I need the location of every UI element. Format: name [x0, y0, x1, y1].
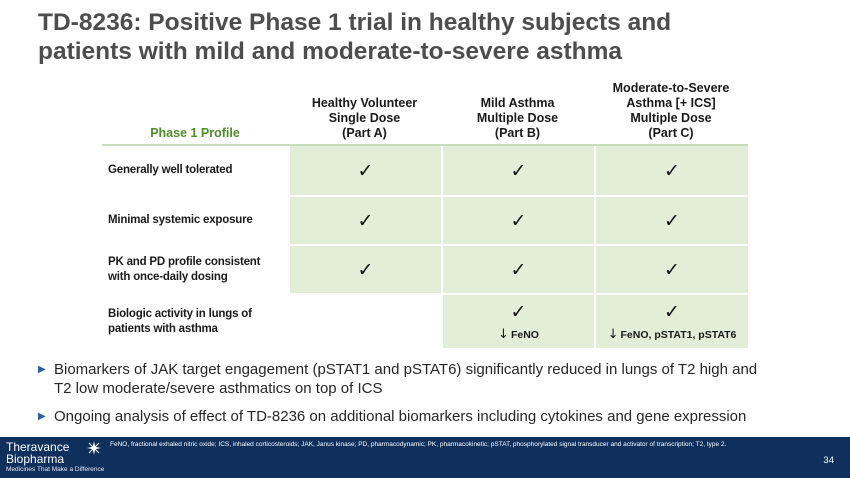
row-label-text: with once-daily dosing [108, 270, 228, 283]
bullet-text: Ongoing analysis of effect of TD-8236 on… [54, 407, 746, 426]
cell-part-b: ✓ [441, 197, 594, 244]
row-label-text: patients with asthma [108, 323, 218, 335]
checkmark-icon: ✓ [510, 209, 527, 232]
header-text: Asthma [+ ICS] [626, 96, 716, 110]
cell-part-c: ✓ [594, 197, 748, 244]
page-number: 34 [823, 455, 834, 466]
slide-title: TD-8236: Positive Phase 1 trial in healt… [38, 8, 828, 66]
table-row: Generally well tolerated ✓ ✓ ✓ [102, 146, 748, 195]
title-line-2: patients with mild and moderate-to-sever… [38, 38, 623, 65]
bullet-line: T2 low moderate/severe asthmatics on top… [54, 380, 383, 397]
header-text: Single Dose [328, 111, 401, 125]
checkmark-icon: ✓ [664, 159, 680, 182]
checkmark-icon: ✓ [664, 258, 680, 281]
cell-part-c: ✓ [594, 146, 748, 195]
abbreviations-footnote: FeNO, fractional exhaled nitric oxide; I… [110, 441, 727, 448]
cell-part-b: ✓ ↓ FeNO [441, 295, 594, 348]
phase1-table: Phase 1 Profile Healthy Volunteer Single… [102, 78, 748, 348]
down-arrow-icon: ↓ [607, 326, 619, 342]
header-text: Multiple Dose [630, 111, 712, 125]
header-part-a: Healthy Volunteer Single Dose (Part A) [288, 78, 441, 144]
cell-part-a-empty [288, 295, 441, 348]
bullet-item: ▶ Biomarkers of JAK target engagement (p… [38, 360, 828, 398]
logo-tagline: Medicines That Make a Difference [6, 466, 105, 473]
header-text: Mild Asthma [480, 96, 555, 110]
note-text: FeNO [510, 328, 539, 341]
bullet-text: Biomarkers of JAK target engagement (pST… [54, 360, 757, 398]
cell-part-a: ✓ [288, 146, 441, 195]
bullet-line: Ongoing analysis of effect of TD-8236 on… [54, 408, 747, 425]
title-line-1: TD-8236: Positive Phase 1 trial in healt… [38, 9, 672, 36]
footer-bar: Theravance Biopharma Medicines That Make… [0, 437, 850, 478]
note-text: FeNO, pSTAT1, pSTAT6 [620, 328, 737, 341]
cell-part-a: ✓ [288, 246, 441, 293]
down-arrow-icon: ↓ [498, 326, 509, 342]
table-row: Minimal systemic exposure ✓ ✓ ✓ [102, 195, 748, 244]
row-label: Minimal systemic exposure [102, 197, 288, 244]
table-row: Biologic activity in lungs of patients w… [102, 293, 748, 348]
header-text: (Part B) [494, 126, 541, 140]
cell-part-a: ✓ [288, 197, 441, 244]
row-label: PK and PD profile consistent with once-d… [102, 246, 288, 293]
cell-part-b: ✓ [441, 246, 594, 293]
header-phase1-profile: Phase 1 Profile [150, 126, 240, 140]
checkmark-icon: ✓ [664, 300, 680, 323]
bullet-line: Biomarkers of JAK target engagement (pST… [54, 361, 758, 378]
cell-part-c: ✓ ↓ FeNO, pSTAT1, pSTAT6 [594, 295, 748, 348]
table-header: Phase 1 Profile Healthy Volunteer Single… [102, 78, 748, 146]
checkmark-icon: ✓ [510, 258, 527, 281]
checkmark-icon: ✓ [357, 209, 374, 232]
header-text: (Part A) [342, 126, 387, 140]
header-text: (Part C) [648, 126, 694, 140]
header-text: Healthy Volunteer [311, 96, 418, 110]
triangle-bullet-icon: ▶ [38, 411, 46, 422]
theravance-star-logo-icon [87, 441, 101, 455]
table-row: PK and PD profile consistent with once-d… [102, 244, 748, 293]
checkmark-icon: ✓ [510, 300, 527, 323]
header-part-c: Moderate-to-Severe Asthma [+ ICS] Multip… [594, 78, 748, 144]
checkmark-icon: ✓ [357, 258, 374, 281]
header-text: Multiple Dose [476, 111, 559, 125]
header-text: Moderate-to-Severe [612, 81, 730, 95]
logo-text-line-1: Theravance [6, 440, 70, 454]
bullet-item: ▶ Ongoing analysis of effect of TD-8236 … [38, 407, 828, 426]
row-label: Generally well tolerated [102, 146, 288, 195]
checkmark-icon: ✓ [664, 209, 680, 232]
row-label: Biologic activity in lungs of patients w… [102, 295, 288, 348]
header-part-b: Mild Asthma Multiple Dose (Part B) [441, 78, 594, 144]
biomarker-note: ↓ FeNO [498, 326, 539, 342]
bullet-list: ▶ Biomarkers of JAK target engagement (p… [38, 360, 828, 435]
row-label-text: Biologic activity in lungs of [108, 308, 252, 320]
cell-part-b: ✓ [441, 146, 594, 195]
row-label-text: PK and PD profile consistent [108, 255, 261, 268]
logo-text-line-2: Biopharma [6, 452, 65, 466]
triangle-bullet-icon: ▶ [38, 364, 46, 375]
checkmark-icon: ✓ [357, 159, 374, 182]
row-label-text: Minimal systemic exposure [108, 214, 253, 226]
cell-part-c: ✓ [594, 246, 748, 293]
row-label-text: Generally well tolerated [108, 164, 233, 176]
biomarker-note: ↓ FeNO, pSTAT1, pSTAT6 [607, 326, 737, 342]
company-logo: Theravance Biopharma Medicines That Make… [6, 441, 104, 474]
checkmark-icon: ✓ [510, 159, 527, 182]
